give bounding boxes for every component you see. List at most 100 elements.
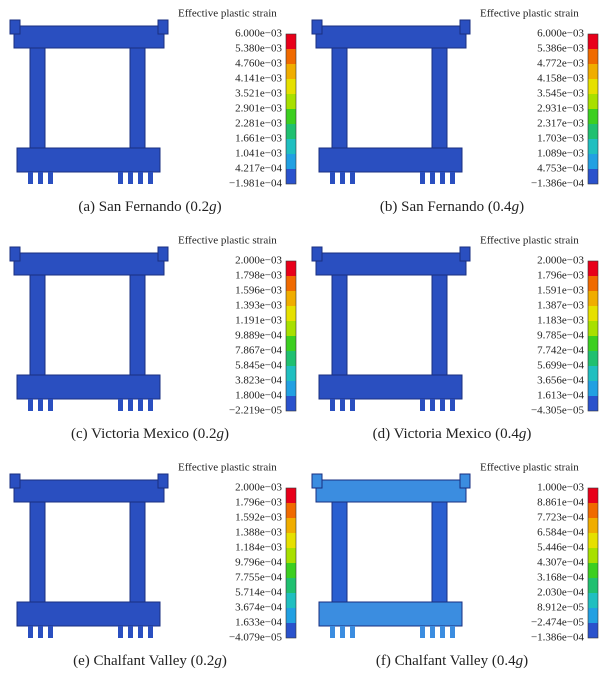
color-bar-segment	[588, 276, 598, 291]
color-bar-segment	[588, 49, 598, 64]
legend-label: 1.800e−04	[235, 390, 282, 402]
pile	[118, 172, 123, 184]
legend-label: 3.674e−04	[235, 602, 282, 614]
cap-beam	[14, 253, 164, 275]
caption: (b) San Fernando (0.4g)	[380, 199, 524, 215]
legend-label: 3.545e−03	[537, 88, 584, 100]
pile	[330, 172, 335, 184]
color-bar-segment	[588, 124, 598, 139]
legend-label: 3.656e−04	[537, 375, 584, 387]
pile	[138, 172, 143, 184]
legend-label: −4.079e−05	[229, 632, 283, 644]
color-bar-segment	[286, 34, 296, 49]
panel: Effective plastic strain2.000e−031.798e−…	[10, 235, 296, 443]
legend-label: 5.699e−04	[537, 360, 584, 372]
panel: Effective plastic strain6.000e−035.386e−…	[312, 8, 598, 216]
pile	[118, 626, 123, 638]
color-bar-segment	[286, 276, 296, 291]
column	[332, 48, 347, 148]
bracket	[312, 20, 322, 34]
footing	[319, 375, 462, 399]
color-bar-segment	[286, 608, 296, 623]
legend-label: 4.158e−03	[537, 73, 584, 85]
color-bar-segment	[588, 533, 598, 548]
panel: Effective plastic strain2.000e−031.796e−…	[312, 235, 598, 443]
legend-label: 1.183e−03	[537, 315, 584, 327]
pile	[48, 399, 53, 411]
legend-label: 1.613e−04	[537, 390, 584, 402]
pile	[48, 172, 53, 184]
color-bar-segment	[286, 563, 296, 578]
caption: (e) Chalfant Valley (0.2g)	[73, 653, 227, 669]
bracket	[460, 20, 470, 34]
pile	[38, 399, 43, 411]
legend-label: 9.889e−04	[235, 330, 282, 342]
legend-label: 1.592e−03	[235, 512, 282, 524]
pile	[430, 626, 435, 638]
color-bar-segment	[588, 154, 598, 169]
legend-label: 9.785e−04	[537, 330, 584, 342]
legend-label: 4.217e−04	[235, 163, 282, 175]
legend-label: 4.760e−03	[235, 58, 282, 70]
legend-label: 2.000e−03	[235, 255, 282, 267]
pile	[330, 399, 335, 411]
legend-label: −2.219e−05	[229, 405, 283, 417]
color-bar-segment	[588, 306, 598, 321]
color-bar-segment	[588, 64, 598, 79]
color-bar-segment	[588, 351, 598, 366]
color-bar-segment	[286, 49, 296, 64]
color-bar-segment	[286, 593, 296, 608]
column	[332, 502, 347, 602]
panel: Effective plastic strain2.000e−031.796e−…	[10, 462, 296, 670]
color-bar-segment	[286, 488, 296, 503]
cap-beam	[14, 26, 164, 48]
color-bar-segment	[286, 396, 296, 411]
color-bar-segment	[286, 533, 296, 548]
legend-label: −1.386e−04	[531, 178, 585, 190]
pile	[28, 172, 33, 184]
legend-label: 2.281e−03	[235, 118, 282, 130]
legend-title: Effective plastic strain	[178, 8, 277, 20]
legend-label: 2.030e−04	[537, 587, 584, 599]
pile	[28, 626, 33, 638]
legend-label: 5.386e−03	[537, 43, 584, 55]
pile	[440, 626, 445, 638]
color-bar-segment	[286, 548, 296, 563]
color-bar-segment	[588, 79, 598, 94]
legend-label: 7.742e−04	[537, 345, 584, 357]
legend-label: 8.861e−04	[537, 497, 584, 509]
legend-label: 1.591e−03	[537, 285, 584, 297]
pile	[430, 172, 435, 184]
column	[432, 48, 447, 148]
color-bar-segment	[588, 94, 598, 109]
color-bar-segment	[588, 381, 598, 396]
bracket	[312, 247, 322, 261]
cap-beam	[316, 253, 466, 275]
legend-label: 1.089e−03	[537, 148, 584, 160]
bracket	[312, 474, 322, 488]
color-bar-segment	[588, 336, 598, 351]
color-bar-segment	[286, 79, 296, 94]
color-bar-segment	[286, 169, 296, 184]
bracket	[10, 474, 20, 488]
legend-label: 2.000e−03	[235, 482, 282, 494]
legend-label: −2.474e−05	[531, 617, 585, 629]
color-bar-segment	[588, 548, 598, 563]
pile	[118, 399, 123, 411]
caption-part: )	[523, 653, 528, 669]
caption-part: (f) Chalfant Valley (0.4	[376, 653, 516, 669]
pile	[350, 626, 355, 638]
color-bar-segment	[588, 261, 598, 276]
footing	[319, 148, 462, 172]
legend-label: 1.191e−03	[235, 315, 282, 327]
pile	[48, 626, 53, 638]
pile	[128, 399, 133, 411]
bracket	[10, 247, 20, 261]
color-bar-segment	[286, 351, 296, 366]
column	[130, 275, 145, 375]
legend-label: 4.753e−04	[537, 163, 584, 175]
legend-label: 5.714e−04	[235, 587, 282, 599]
legend-label: 7.755e−04	[235, 572, 282, 584]
color-bar-segment	[286, 381, 296, 396]
legend-label: 1.796e−03	[537, 270, 584, 282]
